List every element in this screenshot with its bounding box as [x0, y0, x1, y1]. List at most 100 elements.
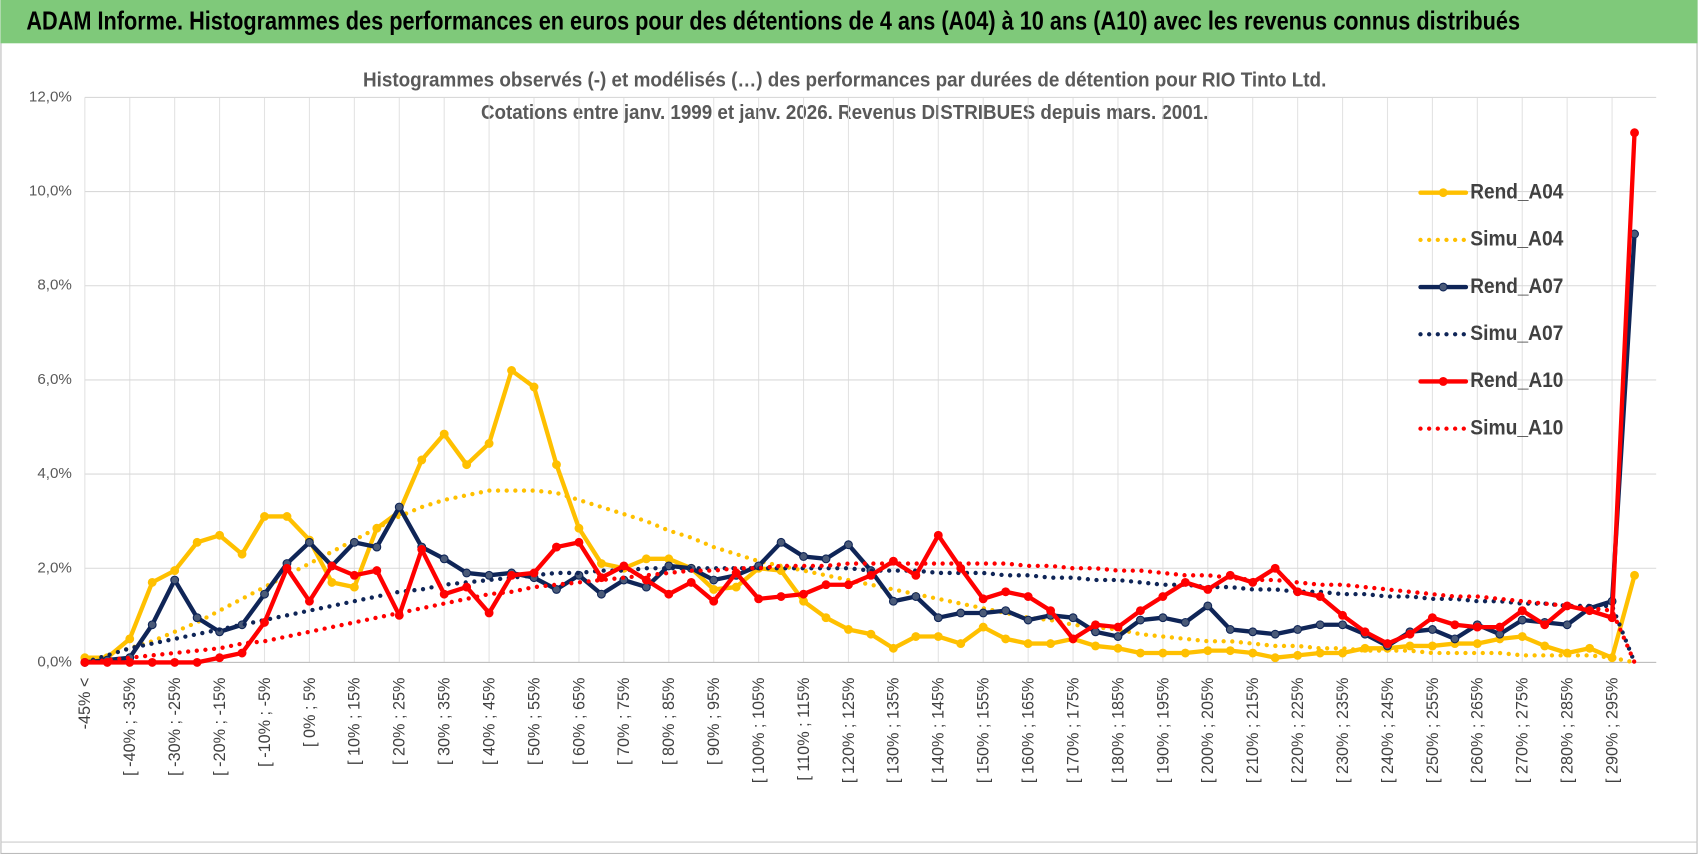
data-point [1248, 648, 1258, 658]
data-point [215, 653, 225, 663]
data-point [1405, 641, 1415, 651]
data-point [1135, 615, 1145, 625]
data-point [1091, 641, 1100, 651]
data-point [192, 613, 202, 623]
data-point [1562, 620, 1572, 630]
data-point [1427, 613, 1437, 623]
data-point [282, 512, 292, 521]
data-point [596, 589, 606, 599]
data-point [1338, 620, 1348, 630]
data-point [215, 530, 225, 540]
data-point [1091, 620, 1100, 630]
y-tick-label: 6,0% [37, 371, 72, 388]
data-point [394, 502, 404, 512]
x-tick-label: [ 210% ; 215% [1244, 678, 1262, 784]
x-tick-label: [ 180% ; 185% [1109, 678, 1127, 784]
y-tick-label: 0,0% [37, 653, 72, 670]
data-point [1225, 625, 1235, 634]
legend-label: Simu_A07 [1470, 320, 1563, 345]
data-point [462, 460, 472, 470]
legend-marker [1438, 376, 1448, 386]
data-line [82, 130, 1637, 665]
data-point [1158, 648, 1168, 658]
data-point [552, 585, 561, 594]
data-point [776, 537, 786, 547]
data-point [170, 566, 180, 576]
x-tick-label: [ 50% ; 55% [525, 678, 543, 765]
data-point [417, 544, 427, 554]
x-tick-label: [ 150% ; 155% [975, 678, 993, 784]
x-tick-label: [ 250% ; 255% [1424, 678, 1442, 784]
model-line [82, 488, 1637, 665]
y-tick-label: 8,0% [37, 277, 72, 294]
x-tick-label: [ -10% ; -5% [256, 678, 274, 767]
data-point [1338, 610, 1348, 620]
data-point [574, 537, 584, 547]
data-point [709, 596, 719, 606]
data-point [260, 589, 269, 599]
x-tick-label: [ 20% ; 25% [391, 678, 409, 765]
data-point [911, 592, 921, 601]
data-point [1158, 592, 1168, 601]
data-point [821, 580, 831, 590]
legend-label: Rend_A10 [1470, 367, 1563, 392]
data-point [327, 577, 337, 587]
data-point [799, 552, 808, 561]
x-tick-label: [ 0% ; 5% [301, 678, 319, 747]
data-point [462, 568, 472, 578]
data-point [641, 554, 651, 564]
data-point [731, 582, 741, 592]
data-point [260, 512, 269, 521]
data-point [260, 617, 269, 627]
data-point [866, 570, 876, 580]
data-point [933, 632, 943, 641]
data-point [529, 568, 539, 578]
data-point [1585, 643, 1595, 653]
data-point [147, 620, 157, 630]
x-tick-label: [ 110% ; 115% [795, 678, 813, 781]
data-point [372, 566, 382, 576]
data-point [1113, 622, 1123, 632]
data-point [844, 625, 853, 634]
data-point [552, 460, 561, 470]
header-bar [0, 0, 1698, 44]
data-point [484, 439, 494, 448]
x-tick-label: [ -40% ; -35% [121, 678, 139, 776]
data-point [956, 639, 966, 649]
x-tick-label: [ 190% ; 195% [1154, 678, 1172, 784]
x-tick-label: [ 140% ; 145% [930, 678, 948, 784]
data-point [439, 554, 449, 564]
data-point [596, 559, 606, 568]
data-point [484, 608, 494, 618]
data-point [1203, 646, 1213, 656]
data-point [1472, 639, 1482, 649]
x-tick-label: [ 10% ; 15% [346, 678, 364, 765]
data-point [776, 592, 786, 601]
data-point [1427, 641, 1437, 651]
data-point [911, 632, 921, 641]
data-point [417, 455, 427, 465]
data-point [709, 575, 719, 585]
data-point [1046, 639, 1056, 649]
data-point [1001, 606, 1011, 616]
data-point [933, 613, 943, 623]
data-point [821, 613, 831, 623]
legend-marker [1438, 188, 1448, 198]
data-point [327, 561, 337, 571]
legend-marker [1438, 282, 1448, 292]
x-tick-label: [ 220% ; 225% [1289, 678, 1307, 784]
data-point [641, 575, 651, 585]
header-title: ADAM Informe. Histogrammes des performan… [26, 6, 1520, 36]
data-point [1315, 620, 1325, 630]
data-point [237, 549, 247, 559]
data-point [372, 542, 382, 552]
data-point [933, 530, 943, 540]
data-point [888, 643, 898, 653]
data-point [462, 582, 472, 592]
data-point [574, 523, 584, 533]
x-tick-label: [ 160% ; 165% [1019, 678, 1037, 784]
chart-subtitle: Cotations entre janv. 1999 et janv. 2026… [481, 101, 1208, 124]
data-point [1495, 622, 1505, 632]
data-line [82, 368, 1637, 660]
data-point [349, 570, 359, 580]
